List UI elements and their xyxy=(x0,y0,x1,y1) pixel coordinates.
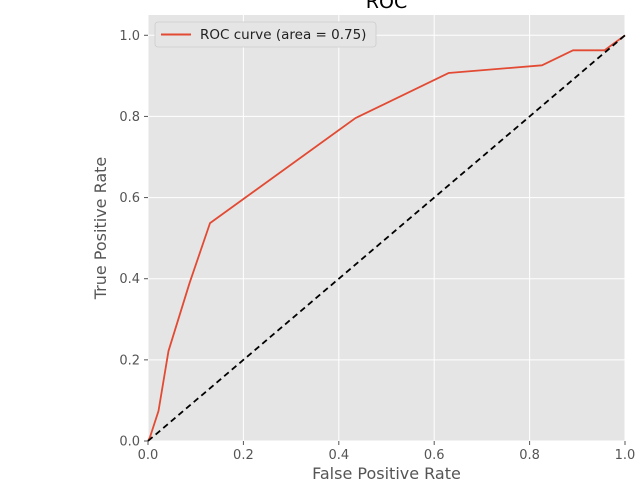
x-tick-label: 0.6 xyxy=(424,448,445,463)
y-tick-label: 1.0 xyxy=(119,29,140,44)
y-tick-label: 0.2 xyxy=(119,353,140,368)
legend: ROC curve (area = 0.75) xyxy=(154,21,377,48)
chart-title: ROC xyxy=(366,0,407,13)
x-tick-label: 0.2 xyxy=(233,448,254,463)
x-tick-label: 0.4 xyxy=(328,448,349,463)
roc-curve-line xyxy=(147,34,626,442)
x-tick-labels: 0.0 0.2 0.4 0.6 0.8 1.0 xyxy=(138,441,636,463)
y-axis-label: True Positive Rate xyxy=(91,157,110,301)
x-axis-label: False Positive Rate xyxy=(312,464,461,480)
x-tick-label: 0.0 xyxy=(138,448,159,463)
y-tick-label: 0.8 xyxy=(119,110,140,125)
x-tick-label: 0.8 xyxy=(519,448,540,463)
legend-box xyxy=(154,21,377,48)
y-tick-label: 0.6 xyxy=(119,191,140,206)
x-tick-label: 1.0 xyxy=(615,448,636,463)
plot-area xyxy=(148,15,625,441)
legend-label-roc: ROC curve (area = 0.75) xyxy=(200,27,366,43)
y-tick-label: 0.0 xyxy=(119,435,140,450)
y-tick-label: 0.4 xyxy=(119,272,140,287)
series-lines xyxy=(147,34,626,442)
y-tick-labels: 0.0 0.2 0.4 0.6 0.8 1.0 xyxy=(119,29,148,450)
diagonal-reference-line xyxy=(147,34,626,442)
